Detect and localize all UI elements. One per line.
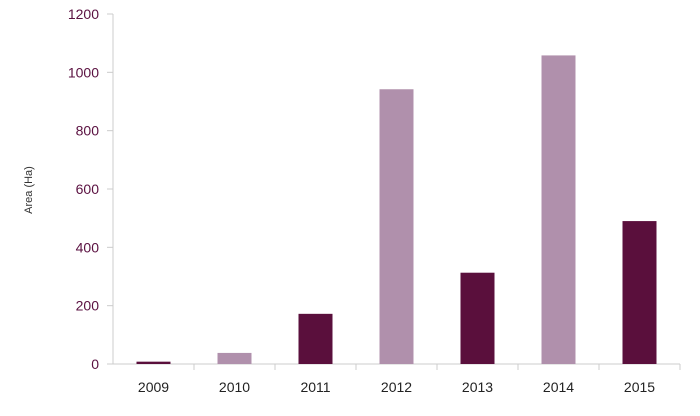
x-axis-ticks: 2009 2010 2011 2012 2013 2014 2015 bbox=[138, 364, 681, 395]
x-tick-label: 2015 bbox=[624, 379, 655, 395]
bar-2013 bbox=[460, 272, 495, 364]
y-tick-label: 0 bbox=[91, 356, 99, 372]
bar-2014 bbox=[541, 55, 576, 365]
y-tick-label: 400 bbox=[76, 239, 100, 255]
y-tick-label: 600 bbox=[76, 181, 100, 197]
y-axis-title: Area (Ha) bbox=[23, 166, 35, 214]
bar-2009 bbox=[136, 361, 171, 364]
bar-2011 bbox=[298, 313, 333, 364]
x-tick-label: 2009 bbox=[138, 379, 169, 395]
y-axis-ticks: 0 200 400 600 800 1000 1200 bbox=[68, 6, 113, 372]
x-tick-label: 2013 bbox=[462, 379, 493, 395]
y-tick-label: 1200 bbox=[68, 6, 99, 22]
bar-2012 bbox=[379, 89, 414, 364]
x-tick-label: 2012 bbox=[381, 379, 412, 395]
y-tick-label: 200 bbox=[76, 298, 100, 314]
y-tick-label: 1000 bbox=[68, 64, 99, 80]
bar-2015 bbox=[622, 221, 657, 364]
y-axis-title-group: Area (Ha) bbox=[23, 166, 35, 214]
bar-2010 bbox=[217, 352, 252, 364]
bars bbox=[136, 55, 657, 365]
x-tick-label: 2010 bbox=[219, 379, 250, 395]
x-tick-label: 2014 bbox=[543, 379, 574, 395]
x-tick-label: 2011 bbox=[300, 379, 330, 395]
y-tick-label: 800 bbox=[76, 123, 100, 139]
